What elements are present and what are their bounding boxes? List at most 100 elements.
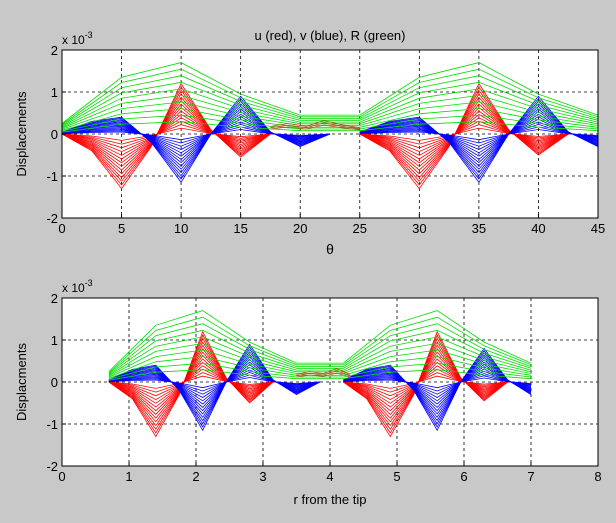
top-series-1-line (359, 124, 569, 145)
bottom-series-4-line (108, 323, 532, 374)
bottom-y-tick-label: -2 (46, 459, 58, 474)
top-x-tick-label: 30 (412, 221, 426, 236)
top-series-4-line (61, 108, 599, 131)
top-series-3-line (359, 121, 599, 150)
bottom-series-3-line (343, 370, 532, 398)
top-series (61, 62, 599, 190)
bottom-y-tick-label: 2 (51, 291, 58, 306)
bottom-series-3-line (343, 377, 532, 389)
top-x-tick-label: 45 (591, 221, 605, 236)
top-x-tick-label: 40 (531, 221, 545, 236)
bottom-y-tick-label: 0 (51, 375, 58, 390)
bottom-series-4-line (108, 316, 532, 373)
bottom-x-tick-label: 5 (393, 469, 400, 484)
top-series-5-line (270, 120, 360, 129)
bottom-x-tick-label: 1 (125, 469, 132, 484)
top-ticks: 0 5 10 15 20 25 30 35 40 45 -2 -1 0 1 2 (46, 43, 605, 236)
bottom-y-axis-label: Displacments (14, 342, 29, 421)
bottom-series-1 (343, 330, 508, 438)
top-series-3-line (359, 103, 599, 174)
top-series-0-line (61, 106, 271, 164)
bottom-series-3-line (343, 368, 532, 402)
top-series-3-line (359, 108, 599, 167)
bottom-series-4-line (108, 369, 532, 381)
top-series-3-line (359, 126, 599, 144)
bottom-series-5-line (296, 370, 351, 377)
bottom-series-1-line (343, 375, 508, 389)
top-x-tick-label: 20 (293, 221, 307, 236)
bottom-series-3-line (343, 354, 532, 422)
bottom-multiplier: x 10-3 (62, 278, 93, 295)
bottom-y-tick-label: 1 (51, 333, 58, 348)
top-series-4-line (61, 121, 599, 133)
top-y-tick-label: -2 (46, 211, 58, 226)
top-series-1-line (359, 106, 569, 164)
bottom-x-axis-label: r from the tip (294, 492, 367, 507)
bottom-series-1-line (343, 330, 508, 438)
bottom-series (108, 310, 532, 438)
bottom-series-5 (296, 368, 351, 378)
top-series-1-line (359, 117, 569, 153)
bottom-y-tick-label: -1 (46, 417, 58, 432)
top-x-tick-label: 25 (353, 221, 367, 236)
bottom-series-4-line (108, 329, 532, 375)
bottom-series-3-line (343, 352, 532, 425)
top-series-1-line (359, 93, 569, 179)
top-x-tick-label: 10 (174, 221, 188, 236)
bottom-series-0-line (108, 344, 274, 423)
bottom-series-1-line (343, 358, 508, 408)
top-series-4-line (61, 62, 599, 124)
bottom-series-0-line (108, 365, 274, 401)
top-series-0-line (61, 82, 271, 190)
top-multiplier-base: x 10 (62, 33, 85, 47)
bottom-series-4-line (108, 342, 532, 377)
top-series-0-line (61, 120, 271, 149)
bottom-series-4-line (108, 362, 532, 380)
bottom-series-0-line (108, 358, 274, 408)
top-series-0-line (61, 96, 271, 175)
bottom-series-0-line (108, 375, 274, 389)
top-series-1-line (359, 96, 569, 175)
top-x-tick-label: 5 (118, 221, 125, 236)
top-series-4-line (61, 75, 599, 126)
top-series-3-line (359, 116, 599, 157)
bottom-series-0-line (108, 341, 274, 427)
bottom-series-0-line (108, 347, 274, 419)
top-y-tick-label: 1 (51, 85, 58, 100)
top-series-3-line (359, 129, 599, 141)
top-series-0-line (61, 93, 271, 179)
bottom-series-1-line (343, 361, 508, 404)
bottom-series-1-line (343, 351, 508, 415)
bottom-x-tick-label: 8 (594, 469, 601, 484)
top-series-0-line (61, 117, 271, 153)
bottom-series-0-line (108, 354, 274, 412)
bottom-series-3-line (343, 356, 532, 418)
top-series-1-line (359, 127, 569, 141)
bottom-series-1-line (343, 368, 508, 397)
top-series-0-line (61, 103, 271, 167)
top-series-0-line (61, 100, 271, 171)
top-x-axis-label: θ (326, 241, 334, 257)
top-series-5 (270, 120, 360, 131)
bottom-series-4 (108, 310, 532, 381)
bottom-series-0-line (108, 330, 274, 438)
bottom-multiplier-exp: -3 (85, 278, 93, 288)
top-y-axis-label: Displacements (14, 91, 29, 177)
bottom-x-tick-label: 2 (192, 469, 199, 484)
bottom-series-5-line (296, 372, 351, 378)
bottom-series-1-line (343, 344, 508, 423)
bottom-x-tick-label: 6 (460, 469, 467, 484)
top-series-5-line (270, 124, 360, 131)
bottom-series-2-line (108, 343, 321, 432)
top-chart-title: u (red), v (blue), R (green) (255, 28, 406, 43)
top-series-0-line (61, 113, 271, 156)
top-series-3-line (359, 98, 599, 180)
top-series-3-line (359, 95, 599, 184)
top-series-3-line (359, 105, 599, 170)
top-series-2-line (61, 95, 331, 184)
top-series-0-line (61, 89, 271, 182)
top-x-tick-label: 15 (233, 221, 247, 236)
bottom-series-4-line (108, 310, 532, 372)
top-multiplier: x 10-3 (62, 30, 93, 47)
top-series-1-line (359, 103, 569, 167)
